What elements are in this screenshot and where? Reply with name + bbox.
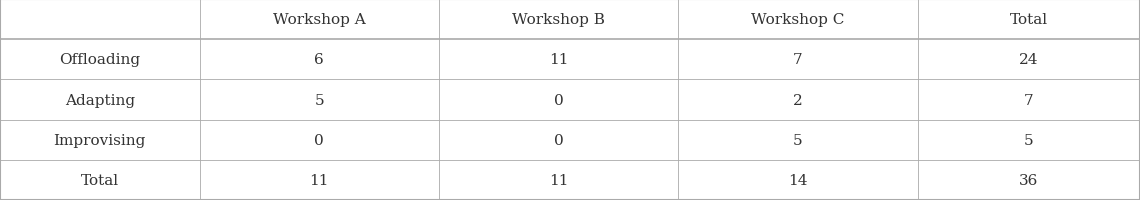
Text: Workshop B: Workshop B [512, 13, 605, 27]
Text: 0: 0 [554, 133, 563, 147]
Text: 6: 6 [315, 53, 324, 67]
Text: 0: 0 [315, 133, 324, 147]
Text: 7: 7 [793, 53, 803, 67]
Text: Improvising: Improvising [54, 133, 146, 147]
Text: 11: 11 [309, 173, 329, 187]
Text: 5: 5 [793, 133, 803, 147]
Text: Adapting: Adapting [65, 93, 135, 107]
Text: 5: 5 [1024, 133, 1034, 147]
Text: 14: 14 [788, 173, 808, 187]
Text: 24: 24 [1019, 53, 1039, 67]
Text: 5: 5 [315, 93, 324, 107]
Text: 36: 36 [1019, 173, 1039, 187]
Text: Total: Total [1010, 13, 1048, 27]
Text: Workshop A: Workshop A [272, 13, 366, 27]
Text: Workshop C: Workshop C [751, 13, 845, 27]
Text: Total: Total [81, 173, 119, 187]
Text: 2: 2 [793, 93, 803, 107]
Text: Offloading: Offloading [59, 53, 140, 67]
Text: 11: 11 [548, 53, 569, 67]
Text: 7: 7 [1024, 93, 1034, 107]
Text: 0: 0 [554, 93, 563, 107]
Text: 11: 11 [548, 173, 569, 187]
